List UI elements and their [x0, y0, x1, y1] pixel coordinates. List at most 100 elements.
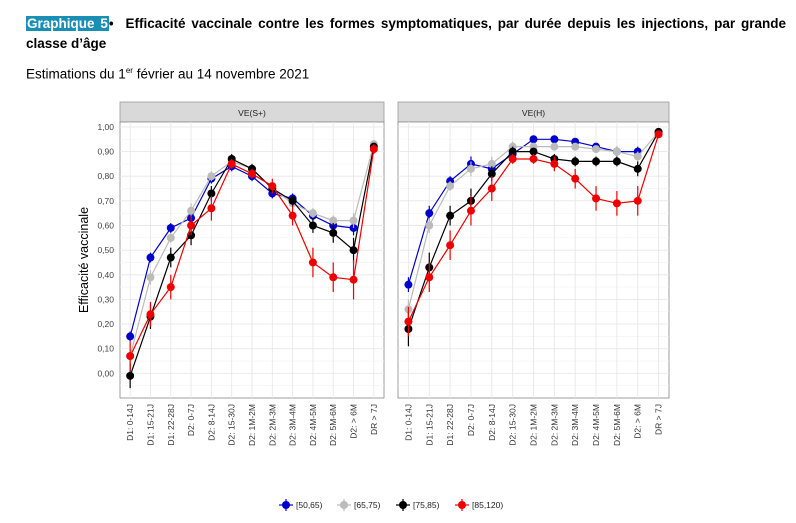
data-point	[487, 169, 496, 178]
x-tick-label: D2: 0-7J	[186, 404, 196, 436]
x-tick-label: DR > 7J	[654, 404, 664, 435]
x-tick-label: D2: 3M-4M	[570, 404, 580, 446]
data-point	[308, 221, 317, 230]
data-point	[187, 206, 196, 215]
data-point	[268, 182, 277, 191]
panel-title: VE(H)	[522, 108, 545, 118]
panel-0: VE(S+) D1: 0-14J D1: 15-21J D1: 22-28J D2: 0…	[119, 101, 385, 446]
data-point	[550, 159, 559, 168]
legend-key-point	[458, 501, 466, 509]
chart-subtitle: Estimations du 1er février au 14 novembr…	[26, 66, 309, 82]
x-tick-label: D2: 0-7J	[466, 404, 476, 436]
x-tick-label: DR > 7J	[369, 404, 379, 435]
x-tick-label: D2: > 6M	[633, 404, 643, 439]
data-point	[508, 147, 517, 156]
data-point	[487, 184, 496, 193]
x-tick-label: D2: 8-14J	[487, 404, 497, 441]
y-tick-label: 0,00	[97, 368, 114, 378]
data-point	[446, 241, 455, 250]
y-axis-title: Efficacité vaccinale	[77, 207, 91, 313]
y-tick-label: 0,80	[97, 171, 114, 181]
x-tick-label: D2: 1M-2M	[247, 404, 257, 446]
data-point	[146, 253, 155, 262]
data-point	[349, 246, 358, 255]
data-point	[633, 196, 642, 205]
data-point	[207, 204, 216, 213]
x-tick-label: D1: 15-21J	[424, 404, 434, 446]
data-point	[126, 332, 135, 341]
x-tick-label: D1: 0-14J	[403, 404, 413, 441]
data-point	[248, 169, 256, 178]
x-tick-label: D2: 2M-3M	[267, 404, 277, 446]
data-point	[187, 221, 196, 230]
data-point	[349, 275, 358, 284]
data-point	[592, 194, 601, 203]
y-tick-label: 0,70	[97, 196, 114, 206]
data-point	[126, 352, 135, 361]
data-point	[633, 152, 642, 161]
data-point	[146, 273, 155, 282]
data-point	[329, 228, 338, 237]
data-point	[550, 135, 559, 144]
x-tick-label: D2: 15-30J	[227, 404, 237, 446]
data-point	[446, 211, 455, 220]
y-tick-label: 0,10	[97, 344, 114, 354]
x-tick-label: D1: 0-14J	[125, 404, 135, 441]
data-point	[308, 209, 317, 218]
data-point	[446, 182, 455, 191]
data-point	[571, 174, 580, 183]
y-tick-label: 0,30	[97, 294, 114, 304]
x-tick-label: D2: 5M-6M	[612, 404, 622, 446]
legend-label: [50,65)	[296, 500, 323, 510]
legend-key-point	[340, 501, 348, 509]
data-point	[612, 199, 621, 208]
data-point	[166, 283, 175, 292]
data-point	[571, 157, 580, 166]
y-tick-label: 1,00	[97, 122, 114, 132]
x-tick-label: D2: > 6M	[349, 404, 359, 439]
x-tick-label: D2: 15-30J	[508, 404, 518, 446]
data-point	[404, 317, 413, 326]
data-point	[612, 157, 621, 166]
y-tick-label: 0,40	[97, 270, 114, 280]
data-point	[166, 253, 175, 262]
data-point	[288, 211, 297, 220]
x-tick-label: D1: 22-28J	[166, 404, 176, 446]
data-point	[592, 157, 601, 166]
data-point	[550, 142, 559, 151]
panel-title: VE(S+)	[238, 108, 266, 118]
series	[404, 127, 663, 347]
data-point	[166, 223, 175, 232]
data-point	[612, 147, 621, 156]
data-point	[404, 280, 413, 289]
data-point	[654, 130, 663, 139]
subtitle-suffix: février au 14 novembre 2021	[132, 66, 310, 82]
x-tick-label: D2: 4M-5M	[308, 404, 318, 446]
legend-key-point	[282, 501, 290, 509]
data-point	[466, 164, 475, 173]
x-tick-label: D2: 4M-5M	[591, 404, 601, 446]
data-point	[349, 216, 358, 225]
x-tick-label: D2: 5M-6M	[328, 404, 338, 446]
y-tick-label: 0,20	[97, 319, 114, 329]
subtitle-sup: er	[125, 66, 133, 75]
y-tick-label: 0,90	[97, 147, 114, 157]
chart-title: Graphique 5• Efficacité vaccinale contre…	[26, 14, 786, 54]
data-point	[126, 371, 135, 380]
title-text: Efficacité vaccinale contre les formes s…	[26, 16, 786, 51]
legend: [50,65) [65,75) [75,85) [85,120)	[279, 499, 503, 511]
legend-label: [75,85)	[413, 500, 440, 510]
legend-label: [85,120)	[472, 500, 503, 510]
data-point	[329, 273, 338, 282]
data-point	[425, 273, 434, 282]
figure-label: Graphique 5	[26, 16, 109, 31]
data-point	[329, 216, 338, 225]
data-point	[146, 310, 155, 319]
data-point	[508, 154, 517, 163]
data-point	[529, 135, 538, 144]
x-tick-label: D2: 1M-2M	[529, 404, 539, 446]
series	[404, 130, 663, 337]
x-tick-label: D2: 8-14J	[206, 404, 216, 441]
title-bullet: •	[108, 16, 114, 31]
